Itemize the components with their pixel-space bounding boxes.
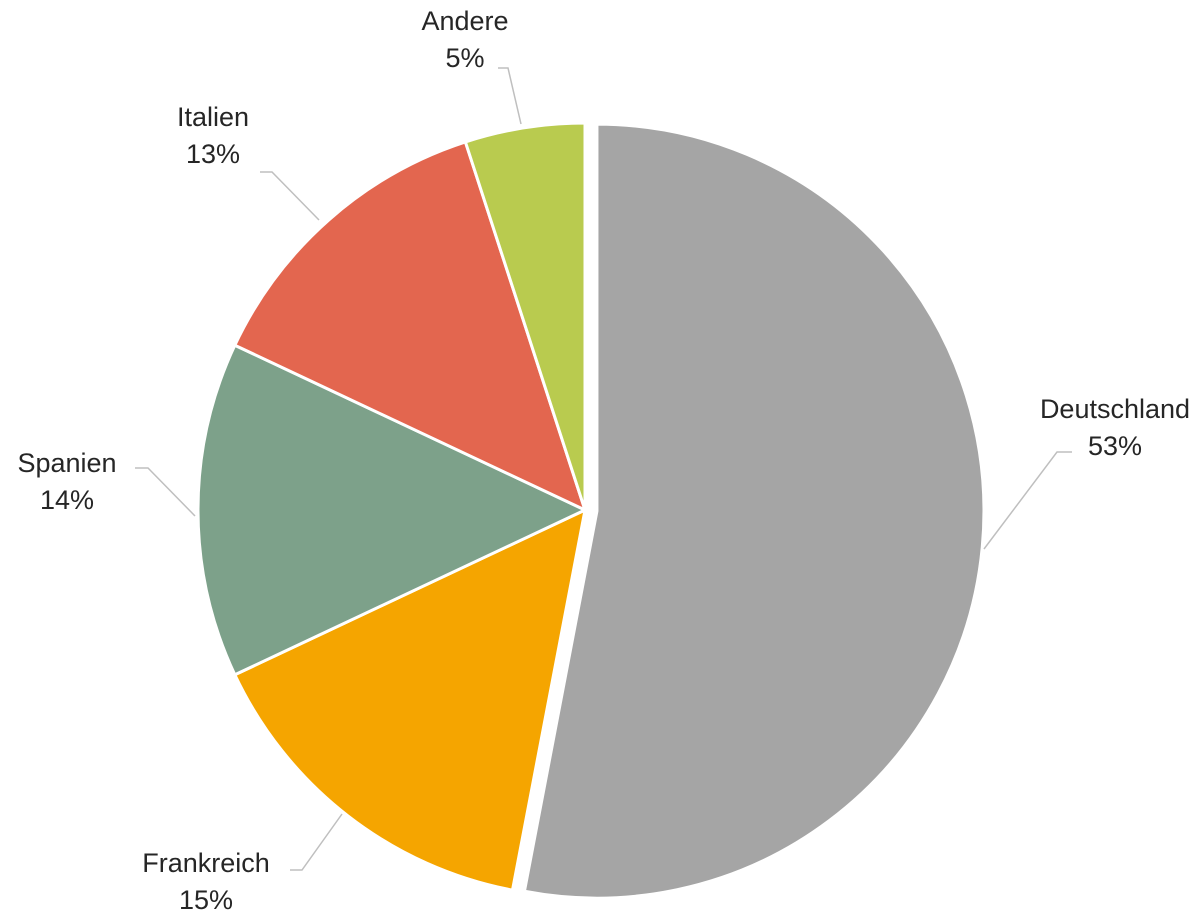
slice-label-deutschland: Deutschland: [1040, 394, 1190, 424]
slice-value-andere: 5%: [445, 43, 484, 73]
leader-lines-layer: [135, 67, 1072, 871]
slice-value-deutschland: 53%: [1088, 431, 1142, 461]
pie-slice-spanien: [196, 343, 589, 677]
pie-slice-deutschland: [522, 122, 986, 900]
slice-label-andere: Andere: [421, 6, 508, 36]
slice-label-frankreich: Frankreich: [142, 848, 270, 878]
labels-layer: Deutschland 53% Frankreich 15% Spanien 14% Ita…: [17, 6, 1190, 915]
leader-line-spanien: [135, 467, 196, 517]
pie-slice-andere: [463, 121, 587, 511]
pie-slice-frankreich: [232, 507, 588, 892]
slice-value-frankreich: 15%: [179, 885, 233, 915]
leader-line-andere: [498, 67, 522, 125]
slice-value-italien: 13%: [186, 139, 240, 169]
leader-line-deutschland: [983, 451, 1072, 550]
slice-label-spanien: Spanien: [17, 448, 116, 478]
leader-line-frankreich: [290, 813, 343, 871]
pie-slice-italien: [232, 140, 588, 513]
slice-value-spanien: 14%: [40, 485, 94, 515]
slice-label-italien: Italien: [177, 102, 249, 132]
slices-layer: [196, 121, 986, 900]
leader-line-italien: [260, 171, 320, 221]
